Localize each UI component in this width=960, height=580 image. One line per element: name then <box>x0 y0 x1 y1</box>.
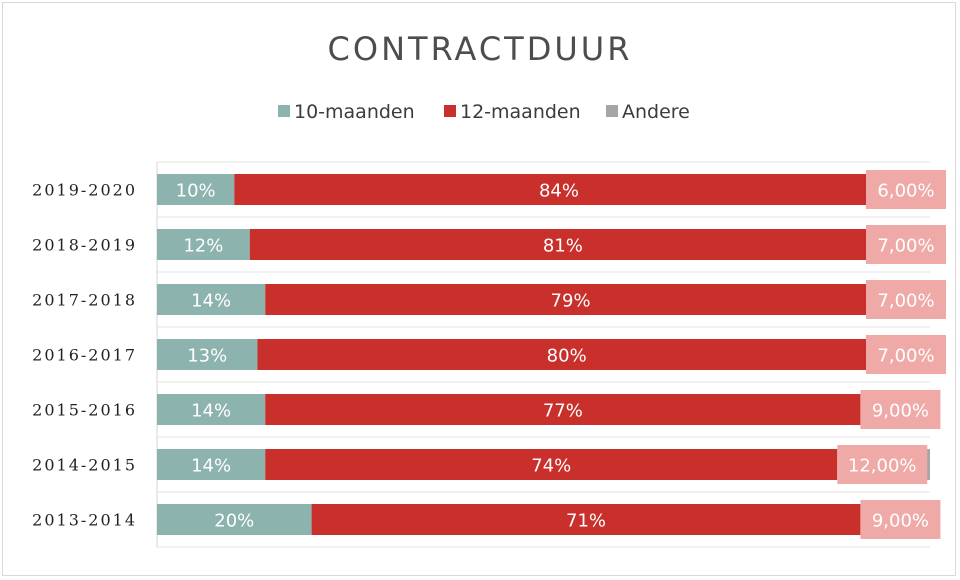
data-label: 9,00% <box>872 511 929 532</box>
data-label: 7,00% <box>877 291 934 312</box>
data-label: 81% <box>543 236 583 257</box>
data-label: 14% <box>191 456 231 477</box>
data-label: 20% <box>214 511 254 532</box>
stacked-bar-chart: CONTRACTDUUR 10-maanden 12-maanden Andere … <box>0 0 960 580</box>
data-label: 12% <box>183 236 223 257</box>
category-label: 2016-2017 <box>32 346 137 365</box>
legend: 10-maanden 12-maanden Andere <box>278 101 690 123</box>
data-label: 14% <box>191 291 231 312</box>
legend-label-0: 10-maanden <box>294 101 415 123</box>
category-label: 2013-2014 <box>32 511 137 530</box>
legend-swatch-0 <box>278 105 290 117</box>
legend-swatch-2 <box>606 105 618 117</box>
data-label: 79% <box>551 291 591 312</box>
data-label: 13% <box>187 346 227 367</box>
category-label: 2019-2020 <box>32 181 137 200</box>
category-label: 2018-2019 <box>32 236 137 255</box>
data-label: 9,00% <box>872 401 929 422</box>
data-label: 10% <box>176 181 216 202</box>
data-label: 77% <box>543 401 583 422</box>
data-label: 7,00% <box>877 346 934 367</box>
data-label: 71% <box>566 511 606 532</box>
category-label: 2014-2015 <box>32 456 137 475</box>
legend-label-1: 12-maanden <box>460 101 581 123</box>
data-label: 7,00% <box>877 236 934 257</box>
data-label: 74% <box>531 456 571 477</box>
legend-label-2: Andere <box>622 101 690 123</box>
legend-swatch-1 <box>444 105 456 117</box>
chart-title: CONTRACTDUUR <box>328 30 633 68</box>
data-label: 80% <box>547 346 587 367</box>
data-label: 14% <box>191 401 231 422</box>
data-label: 12,00% <box>848 456 917 477</box>
data-label: 6,00% <box>877 181 934 202</box>
bars: 2019-2020 10% 84% 6,00% 2018-2019 12% 81% 7,00%… <box>32 170 946 539</box>
category-label: 2017-2018 <box>32 291 137 310</box>
data-label: 84% <box>539 181 579 202</box>
category-label: 2015-2016 <box>32 401 137 420</box>
